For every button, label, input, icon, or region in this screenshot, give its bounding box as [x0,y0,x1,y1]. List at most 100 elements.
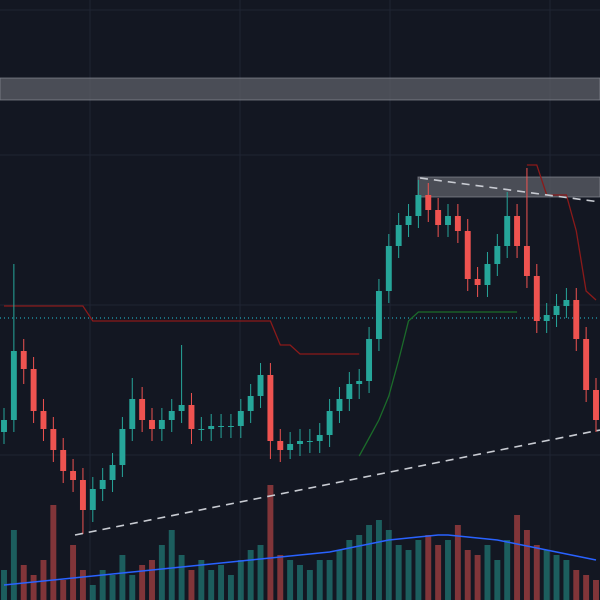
candle-body [89,489,96,510]
candle-body [178,405,185,411]
candle-body [346,384,353,399]
volume-bar [415,540,422,600]
volume-bar [158,545,165,600]
volume-bar [454,525,461,600]
candle-body [593,390,599,420]
volume-bar [129,575,136,600]
volume-bar [198,560,205,600]
volume-bar [188,570,195,600]
candle-body [454,216,461,231]
volume-bar [267,485,274,600]
resistance-zone [0,77,600,101]
volume-bar [168,530,175,600]
volume-bar [287,560,294,600]
candle-body [553,306,560,315]
candle-body [139,399,146,420]
volume-bar [79,570,86,600]
volume-bar [366,525,373,600]
candle-body [208,426,215,429]
volume-bar [504,540,511,600]
candle-body [40,411,47,429]
volume-bar [109,575,116,600]
trend-line [419,177,600,203]
candle-body [326,411,333,435]
volume-bar [523,530,530,600]
candle-body [336,399,343,411]
candle-body [70,471,77,480]
candle-body [218,426,225,427]
candle-body [395,225,402,246]
volume-bar [119,555,126,600]
volume-bar [533,545,540,600]
candle-body [129,399,136,429]
indicator-line [358,311,518,457]
volume-bar [139,565,146,600]
volume-bar [346,540,353,600]
candle-body [366,339,373,381]
volume-layer [1,485,599,600]
candle-body [20,351,27,369]
volume-bar [10,530,17,600]
candle-body [523,246,530,276]
candle-body [484,264,491,285]
candle-body [563,300,570,306]
candle-body [99,480,106,489]
candle-body [533,276,540,321]
volume-bar [573,570,580,600]
volume-bar [375,520,382,600]
volume-bar [563,560,570,600]
candle-body [543,315,550,321]
candle-body [188,405,195,429]
candle-body [375,291,382,339]
candle-body [60,450,67,471]
volume-bar [356,535,363,600]
candle-body [267,375,274,441]
volume-bar [425,535,432,600]
volume-bar [60,580,67,600]
candle-body [30,369,37,411]
volume-bar [445,540,451,600]
volume-bar [40,560,47,600]
candle-body [227,426,234,427]
candle-body [425,195,432,210]
volume-bar [227,575,234,600]
candle-body [405,216,412,225]
volume-bar [99,570,106,600]
volume-bar [464,550,471,600]
candle-body [306,441,313,442]
volume-bar [277,555,284,600]
volume-bar [218,565,225,600]
candle-layer [1,168,599,534]
volume-bar [237,560,244,600]
candle-body [119,429,126,465]
indicator-layer [0,164,600,457]
volume-bar [89,585,96,600]
volume-bar [583,575,590,600]
candle-body [109,465,116,480]
candle-body [583,339,590,390]
volume-bar [543,550,550,600]
volume-bar [336,550,343,600]
volume-bar [316,560,323,600]
volume-bar [435,545,442,600]
volume-bar [70,545,77,600]
volume-bar [257,545,264,600]
trend-line [74,429,600,536]
indicator-line [4,164,597,355]
volume-bar [593,580,599,600]
candle-body [50,429,57,450]
candle-body [415,195,422,216]
candle-body [79,480,86,510]
candle-body [385,246,392,291]
volume-bar [297,565,303,600]
candle-body [237,411,244,426]
volume-bar [484,545,491,600]
resistance-zone [417,176,600,198]
candle-body [287,444,294,450]
volume-bar [405,550,412,600]
volume-bar [247,550,254,600]
candle-body [257,375,264,396]
candle-body [435,210,442,225]
volume-bar [326,560,333,600]
